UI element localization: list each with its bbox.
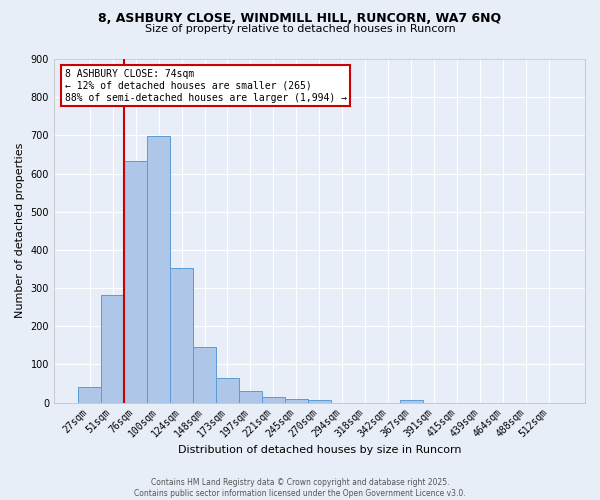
Bar [400,400,423,402]
Text: Size of property relative to detached houses in Runcorn: Size of property relative to detached ho… [145,24,455,34]
Bar [285,399,308,402]
Bar [170,268,193,402]
Bar [101,294,124,403]
Text: Contains HM Land Registry data © Crown copyright and database right 2025.
Contai: Contains HM Land Registry data © Crown c… [134,478,466,498]
Bar [308,400,331,402]
Text: 8 ASHBURY CLOSE: 74sqm
← 12% of detached houses are smaller (265)
88% of semi-de: 8 ASHBURY CLOSE: 74sqm ← 12% of detached… [65,70,347,102]
Y-axis label: Number of detached properties: Number of detached properties [15,143,25,318]
Bar [147,136,170,402]
Bar [216,378,239,402]
Bar [262,397,285,402]
Bar [193,347,216,403]
Bar [239,391,262,402]
Bar [78,386,101,402]
Text: 8, ASHBURY CLOSE, WINDMILL HILL, RUNCORN, WA7 6NQ: 8, ASHBURY CLOSE, WINDMILL HILL, RUNCORN… [98,12,502,26]
Bar [124,160,147,402]
X-axis label: Distribution of detached houses by size in Runcorn: Distribution of detached houses by size … [178,445,461,455]
